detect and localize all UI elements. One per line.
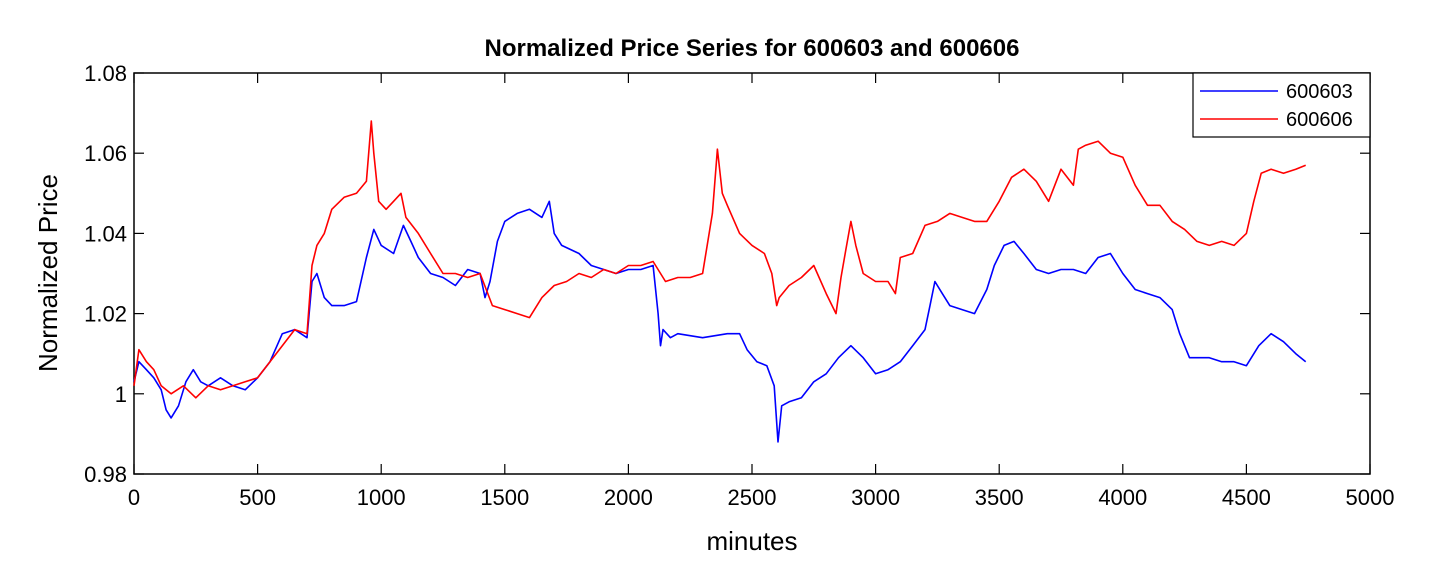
x-tick-label-2: 1000: [357, 485, 406, 510]
legend-entry-600606: 600606: [1200, 109, 1353, 131]
plot-area: 0 500 1000 1500 2000 2500 3000 3500 4000 4500 5000…: [84, 61, 1394, 510]
series-layer: [133, 120, 1307, 443]
x-tick-label-9: 4500: [1222, 485, 1271, 510]
x-axis-label: minutes: [706, 526, 797, 556]
legend-entry-600603: 600603: [1200, 81, 1353, 103]
x-tick-label-10: 5000: [1346, 485, 1395, 510]
y-tick-label-4: 1.06: [84, 141, 127, 166]
x-tick-label-4: 2000: [604, 485, 653, 510]
y-tick-label-3: 1.04: [84, 221, 127, 246]
x-tick-label-1: 500: [239, 485, 276, 510]
series-line-600606: [133, 120, 1306, 399]
plot-frame: [133, 72, 1371, 475]
chart-title: Normalized Price Series for 600603 and 6…: [485, 35, 1020, 62]
y-tick-label-0: 0.98: [84, 462, 127, 487]
x-tick-label-7: 3500: [975, 485, 1024, 510]
y-tick-label-5: 1.08: [84, 61, 127, 86]
y-tick-label-2: 1.02: [84, 302, 127, 327]
x-tick-label-6: 3000: [851, 485, 900, 510]
x-tick-label-8: 4000: [1098, 485, 1147, 510]
legend-box: [1192, 72, 1371, 138]
tick-layer: 0 500 1000 1500 2000 2500 3000 3500 4000 4500 5000…: [84, 61, 1394, 510]
x-tick-label-3: 1500: [480, 485, 529, 510]
y-axis-label: Normalized Price: [33, 174, 63, 372]
y-tick-label-1: 1: [115, 382, 127, 407]
legend: 600603 600606: [1192, 72, 1371, 138]
x-tick-label-0: 0: [128, 485, 140, 510]
legend-label-600606: 600606: [1286, 109, 1353, 131]
x-tick-label-5: 2500: [728, 485, 777, 510]
legend-label-600603: 600603: [1286, 81, 1353, 103]
